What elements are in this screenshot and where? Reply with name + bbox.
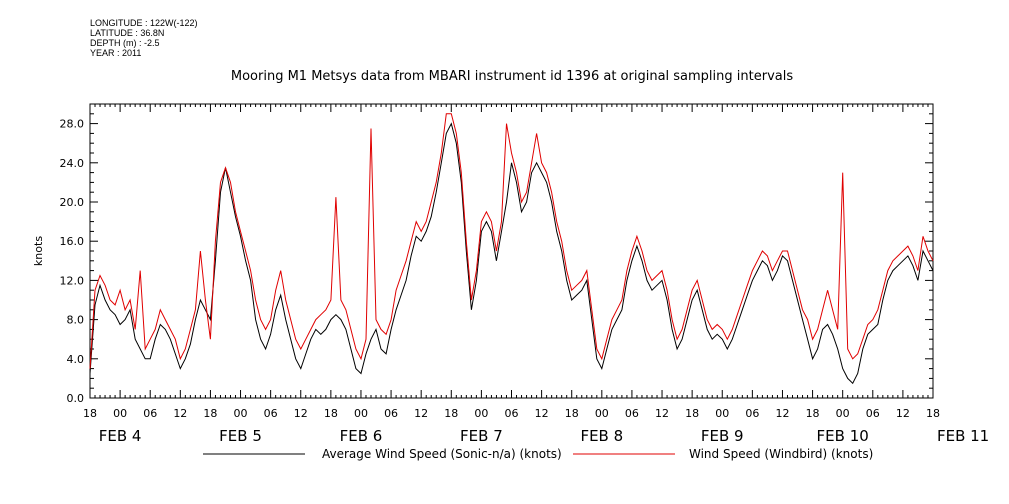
y-tick-label: 0.0 [67,392,85,405]
x-tick-label: 00 [836,407,850,420]
x-tick-label: 12 [294,407,308,420]
x-tick-label: 06 [866,407,880,420]
latitude-text: LATITUDE : 36.8N [90,28,165,38]
x-tick-label: 18 [685,407,699,420]
y-tick-label: 8.0 [67,314,85,327]
x-tick-label: 00 [595,407,609,420]
x-tick-label: 00 [354,407,368,420]
legend-label-windbird: Wind Speed (Windbird) (knots) [689,447,873,461]
x-tick-label: 00 [474,407,488,420]
year-text: YEAR : 2011 [90,48,142,58]
x-day-label: FEB 4 [99,427,142,445]
x-tick-label: 06 [745,407,759,420]
x-day-label: FEB 6 [340,427,383,445]
x-day-label: FEB 8 [580,427,623,445]
legend-label-average: Average Wind Speed (Sonic-n/a) (knots) [322,447,562,461]
x-tick-label: 18 [324,407,338,420]
x-tick-label: 00 [113,407,127,420]
x-day-label: FEB 11 [937,427,989,445]
x-tick-label: 06 [384,407,398,420]
chart-title: Mooring M1 Metsys data from MBARI instru… [231,69,793,84]
x-tick-label: 12 [896,407,910,420]
series-layer [89,113,934,385]
x-tick-label: 12 [655,407,669,420]
y-tick-label: 28.0 [60,118,85,131]
x-tick-label: 06 [505,407,519,420]
legend: Average Wind Speed (Sonic-n/a) (knots) W… [203,447,873,461]
x-tick-label: 12 [173,407,187,420]
y-tick-label: 24.0 [60,157,85,170]
x-tick-label: 06 [625,407,639,420]
x-tick-label: 06 [264,407,278,420]
y-tick-label: 12.0 [60,274,85,287]
x-day-label: FEB 10 [817,427,869,445]
x-day-label: FEB 9 [701,427,744,445]
depth-text: DEPTH (m) : -2.5 [90,38,160,48]
y-axis: 0.0 4.0 8.0 12.0 16.0 20.0 24.0 28.0 [60,103,933,405]
x-tick-label: 18 [203,407,217,420]
x-tick-label: 18 [565,407,579,420]
longitude-text: LONGITUDE : 122W(-122) [90,18,198,28]
x-tick-label: 12 [414,407,428,420]
x-tick-label: 18 [444,407,458,420]
x-tick-label: 00 [715,407,729,420]
x-axis: 18 00 06 12 18 00 06 12 18 00 06 12 18 00 06 12 18 00 06 12… [83,104,989,445]
x-tick-label: 00 [234,407,248,420]
x-day-label: FEB 7 [460,427,503,445]
x-tick-label: 18 [83,407,97,420]
x-tick-label: 18 [806,407,820,420]
y-axis-label: knots [32,236,45,266]
x-day-label: FEB 5 [219,427,262,445]
y-tick-label: 4.0 [67,353,85,366]
series-line-average-wind-speed [89,122,934,385]
x-tick-label: 18 [926,407,940,420]
x-tick-label: 12 [535,407,549,420]
y-tick-label: 16.0 [60,235,85,248]
x-tick-label: 06 [143,407,157,420]
y-tick-label: 20.0 [60,196,85,209]
series-line-windbird-wind-speed [89,113,934,369]
metadata-block: LONGITUDE : 122W(-122) LATITUDE : 36.8N … [90,18,198,58]
x-tick-label: 12 [775,407,789,420]
